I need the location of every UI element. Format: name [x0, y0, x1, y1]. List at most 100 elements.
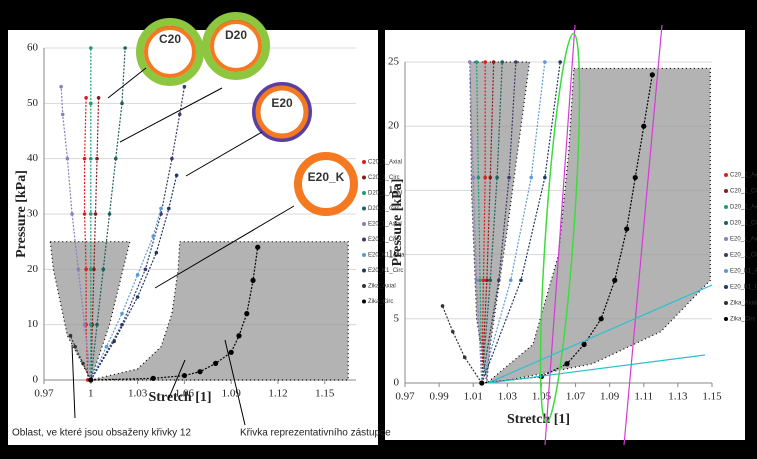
- point: [463, 356, 467, 360]
- point: [519, 278, 523, 282]
- x-tick-label: 1.03: [498, 391, 518, 403]
- annotation: Oblast, ve které jsou obsaženy křivky 12: [12, 428, 191, 439]
- point: [229, 350, 234, 355]
- point: [114, 157, 118, 161]
- point: [84, 96, 88, 100]
- point: [514, 60, 518, 64]
- point: [483, 60, 487, 64]
- point: [84, 268, 88, 272]
- ring-label: C20: [159, 32, 181, 46]
- point: [70, 212, 74, 216]
- legend-marker: [362, 300, 366, 304]
- x-tick-label: 1: [88, 388, 94, 400]
- point: [236, 333, 241, 338]
- point: [183, 85, 187, 89]
- y-tick-label: 10: [27, 318, 39, 330]
- y-axis-title: Pressure [kPa]: [14, 170, 29, 258]
- point: [213, 361, 218, 366]
- point: [483, 176, 487, 180]
- point: [89, 157, 93, 161]
- point: [488, 278, 492, 282]
- point: [182, 373, 187, 378]
- legend-label: D20_1_Circ: [730, 221, 757, 227]
- legend-marker: [724, 301, 728, 305]
- point: [83, 157, 87, 161]
- point: [612, 278, 617, 283]
- legend-marker: [362, 253, 366, 257]
- point: [482, 278, 486, 282]
- legend-label: E20_1_Axial: [730, 237, 757, 243]
- legend-label: C20_1_Axial: [368, 160, 402, 166]
- point: [488, 176, 492, 180]
- y-tick-label: 20: [388, 120, 400, 132]
- point: [250, 278, 255, 283]
- y-tick-label: 40: [27, 152, 39, 164]
- y-tick-label: 50: [27, 97, 39, 109]
- x-tick-label: 0.97: [395, 391, 415, 403]
- point: [641, 124, 646, 129]
- point: [92, 268, 96, 272]
- y-tick-label: 0: [394, 377, 400, 389]
- x-tick-label: 1.12: [268, 388, 287, 400]
- x-tick-label: 1.09: [600, 391, 620, 403]
- point: [197, 369, 202, 374]
- point: [558, 60, 562, 64]
- point: [650, 72, 655, 77]
- x-tick-label: 1.07: [566, 391, 586, 403]
- point: [471, 176, 475, 180]
- point: [97, 96, 101, 100]
- point: [441, 304, 445, 308]
- legend-marker: [724, 253, 728, 257]
- point: [83, 212, 87, 216]
- point: [95, 157, 99, 161]
- point: [136, 273, 140, 277]
- legend-label: Zika_Circ: [368, 299, 393, 305]
- point: [151, 234, 155, 238]
- legend-marker: [362, 284, 366, 288]
- x-tick-label: 1.15: [315, 388, 335, 400]
- legend-marker: [362, 176, 366, 180]
- point: [500, 60, 504, 64]
- legend-label: C20_1_Circ: [730, 189, 757, 195]
- point: [159, 207, 163, 211]
- point: [170, 157, 174, 161]
- point: [144, 268, 148, 272]
- point: [94, 212, 98, 216]
- point: [155, 251, 159, 255]
- legend-label: E20_K1_Axial: [730, 269, 757, 275]
- point: [89, 102, 93, 106]
- legend-marker: [362, 207, 366, 211]
- point: [88, 377, 93, 382]
- point: [95, 323, 99, 327]
- legend-marker: [724, 189, 728, 193]
- point: [477, 176, 481, 180]
- point: [81, 362, 85, 366]
- point: [89, 46, 93, 50]
- point: [123, 46, 127, 50]
- y-tick-label: 60: [27, 42, 39, 54]
- point: [89, 268, 93, 272]
- point: [101, 268, 105, 272]
- point: [175, 173, 179, 177]
- point: [468, 60, 472, 64]
- point: [112, 339, 116, 343]
- figure: 01020304050600.9711.031.061.091.121.15C2…: [0, 0, 757, 459]
- point: [167, 207, 171, 211]
- x-tick-label: 1.01: [464, 391, 483, 403]
- x-tick-label: 1.15: [702, 391, 722, 403]
- legend-marker: [362, 191, 366, 195]
- point: [120, 102, 124, 106]
- point: [485, 278, 489, 282]
- point: [495, 176, 499, 180]
- point: [543, 176, 547, 180]
- point: [255, 245, 260, 250]
- point: [475, 60, 479, 64]
- legend-marker: [724, 221, 728, 225]
- point: [543, 60, 547, 64]
- legend-label: E20_K1_Circ: [730, 285, 757, 291]
- y-tick-label: 20: [27, 263, 39, 275]
- point: [83, 323, 87, 327]
- x-tick-label: 0.97: [34, 388, 54, 400]
- point: [89, 212, 93, 216]
- legend-marker: [724, 205, 728, 209]
